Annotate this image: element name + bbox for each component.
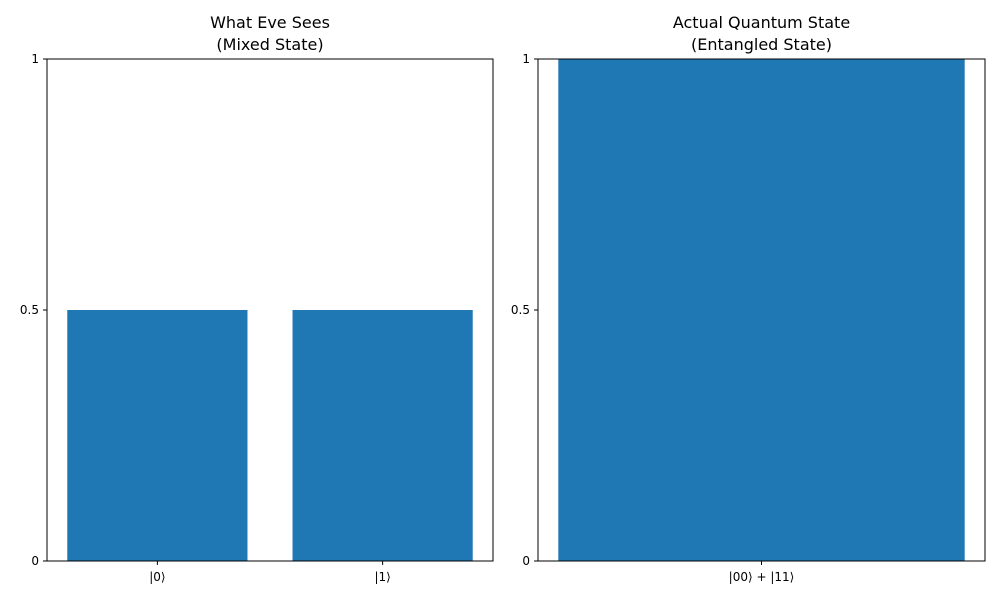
bar-1	[292, 310, 473, 561]
y-tick-label: 1	[522, 52, 530, 66]
chart-panel-eve: What Eve Sees (Mixed State) 0 0.5 1 |0⟩ |1⟩	[20, 13, 494, 584]
y-tick-label: 0.5	[511, 303, 530, 317]
x-tick-label: |0⟩	[149, 570, 165, 584]
bar-0	[67, 310, 248, 561]
chart-subtitle: (Entangled State)	[691, 35, 832, 54]
y-tick-label: 0	[522, 554, 530, 568]
y-tick-label: 1	[31, 52, 39, 66]
chart-title: What Eve Sees	[210, 13, 330, 32]
chart-title: Actual Quantum State	[673, 13, 850, 32]
y-tick-label: 0	[31, 554, 39, 568]
x-tick-label: |00⟩ + |11⟩	[729, 570, 795, 584]
chart-panel-actual: Actual Quantum State (Entangled State) 0 0.…	[511, 13, 986, 584]
bar-0	[558, 59, 965, 561]
chart-subtitle: (Mixed State)	[216, 35, 323, 54]
x-tick-label: |1⟩	[374, 570, 390, 584]
y-tick-label: 0.5	[20, 303, 39, 317]
